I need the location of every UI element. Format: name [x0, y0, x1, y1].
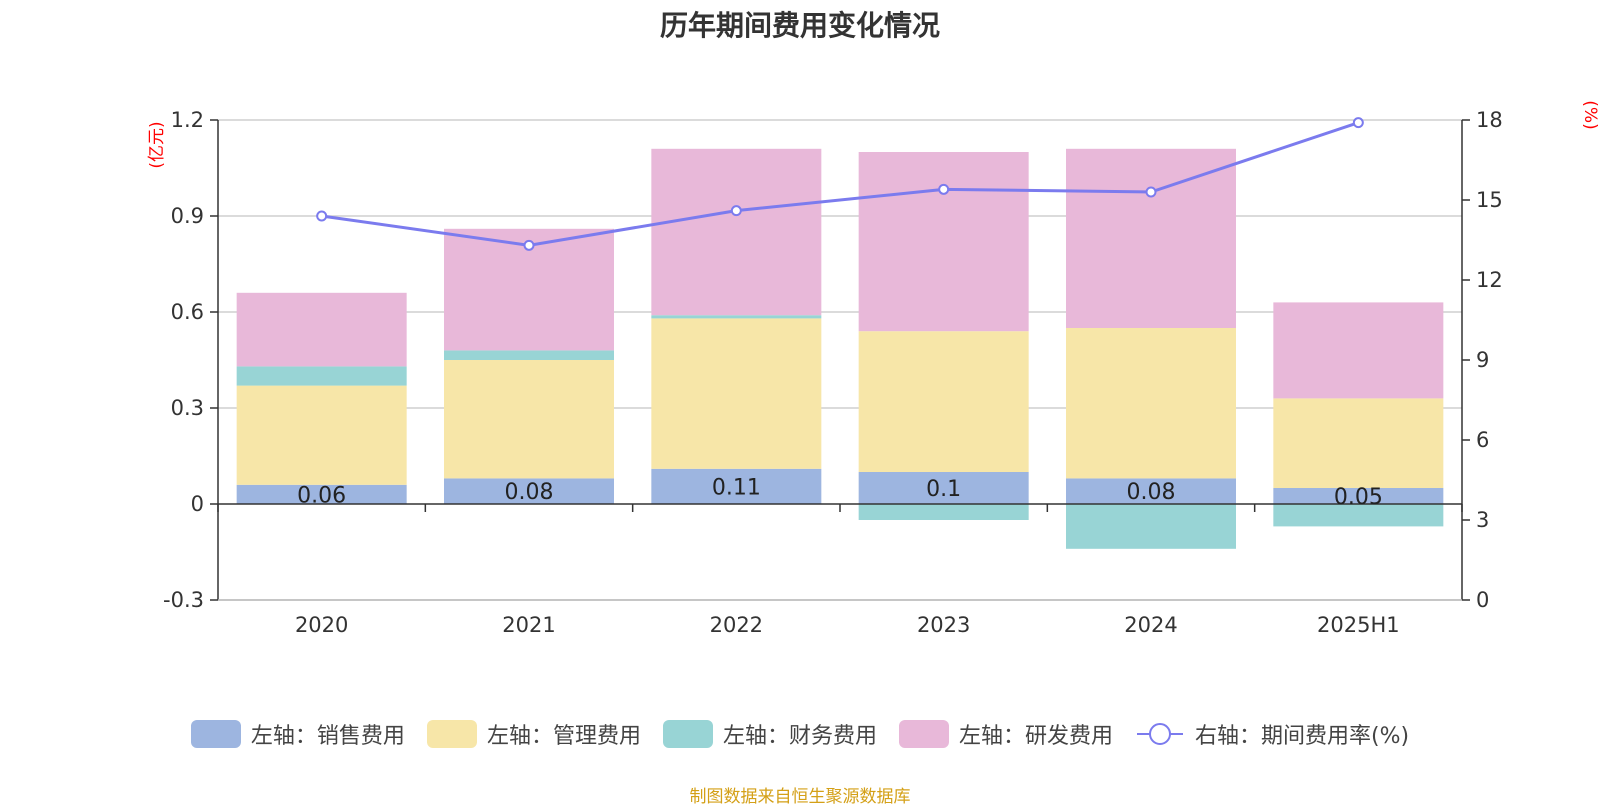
bar-segment — [236, 484, 407, 504]
category-label: 2023 — [917, 613, 970, 637]
category-label: 2022 — [710, 613, 763, 637]
left-axis-tick-label: 1.2 — [171, 108, 204, 132]
bar-segment — [858, 472, 1029, 504]
data-label: 0.11 — [712, 475, 761, 500]
legend-label-sales: 左轴：销售费用 — [250, 724, 405, 749]
left-axis-tick-label: 0 — [191, 492, 204, 516]
bar-segment — [1066, 504, 1236, 549]
bar-segment — [444, 478, 614, 504]
bar-segment — [444, 350, 614, 360]
rate-line-point — [1352, 117, 1364, 129]
left-axis-unit: (亿元) — [147, 121, 167, 168]
right-axis-tick-label: 6 — [1476, 428, 1489, 452]
bar-segment — [858, 331, 1029, 472]
legend-item-sales[interactable]: 左轴：销售费用 — [190, 718, 405, 750]
bar-segment — [1066, 478, 1236, 504]
source-note: 制图数据来自恒生聚源数据库 — [689, 787, 911, 807]
legend-label-rnd: 左轴：研发费用 — [958, 724, 1113, 749]
data-label: 0.08 — [1127, 480, 1176, 505]
legend-swatch-rnd — [898, 720, 949, 748]
data-label: 0.1 — [926, 477, 961, 502]
bar-segment — [236, 366, 407, 386]
category-label: 2025H1 — [1317, 613, 1400, 637]
right-axis-tick-label: 3 — [1476, 508, 1489, 532]
legend-label-finance: 左轴：财务费用 — [722, 724, 877, 749]
legend-label-admin: 左轴：管理费用 — [486, 724, 641, 749]
rate-line-point — [938, 183, 950, 195]
bar-segment — [651, 468, 822, 504]
data-label: 0.08 — [505, 480, 554, 505]
rate-line-point — [523, 239, 535, 251]
legend: 左轴：销售费用 左轴：管理费用 左轴：财务费用 左轴：研发费用 右轴：期间费用率… — [0, 718, 1600, 750]
legend-label-rate: 右轴：期间费用率(%) — [1194, 724, 1410, 749]
bar-segment — [1273, 398, 1444, 488]
left-axis-tick-label: 0.9 — [171, 204, 204, 228]
legend-swatch-finance — [662, 720, 713, 748]
legend-swatch-sales — [190, 720, 241, 748]
left-axis-tick-label: -0.3 — [163, 588, 204, 612]
expense-rate-line — [316, 117, 1364, 251]
legend-item-admin[interactable]: 左轴：管理费用 — [426, 718, 641, 750]
left-axis-tick-label: 0.6 — [171, 300, 204, 324]
bar-segment — [1273, 488, 1444, 504]
bar-segment — [236, 385, 407, 485]
rate-line-point — [730, 205, 742, 217]
bar-segment — [651, 318, 822, 469]
bar-segment — [1273, 302, 1444, 399]
legend-swatch-admin — [426, 720, 477, 748]
bar-segment — [1066, 328, 1236, 479]
bar-segment — [444, 360, 614, 479]
legend-line-icon — [1136, 723, 1183, 745]
left-axis-tick-label: 0.3 — [171, 396, 204, 420]
chart-title: 历年期间费用变化情况 — [659, 9, 940, 42]
data-label: 0.06 — [297, 483, 346, 508]
bar-segment — [1273, 504, 1444, 527]
legend-item-rate[interactable]: 右轴：期间费用率(%) — [1135, 718, 1409, 750]
bar-segment — [1066, 148, 1236, 328]
right-axis-tick-label: 9 — [1476, 348, 1489, 372]
category-label: 2021 — [502, 613, 555, 637]
axes: -0.3 0 0.3 0.6 0.9 1.2 0 3 6 9 12 15 18 2020 2021 2022 2… — [163, 108, 1503, 637]
right-axis-tick-label: 15 — [1476, 188, 1503, 212]
category-label: 2020 — [295, 613, 348, 637]
chart-area: -0.3 0 0.3 0.6 0.9 1.2 0 3 6 9 12 15 18 2020 2021 2022 2… — [147, 100, 1600, 637]
bar-segment — [651, 315, 822, 319]
right-axis-tick-label: 18 — [1476, 108, 1503, 132]
category-label: 2024 — [1124, 613, 1177, 637]
right-axis-unit: (%) — [1580, 100, 1600, 129]
data-labels: 0.06 0.08 0.11 0.1 0.08 0.05 — [297, 475, 1383, 510]
rate-line-point — [1145, 186, 1157, 198]
legend-item-finance[interactable]: 左轴：财务费用 — [662, 718, 877, 750]
right-axis-tick-label: 12 — [1476, 268, 1503, 292]
bars — [236, 148, 1444, 549]
bar-segment — [858, 504, 1029, 520]
bar-segment — [236, 292, 407, 367]
right-axis-tick-label: 0 — [1476, 588, 1489, 612]
bar-segment — [858, 152, 1029, 332]
rate-line-path — [321, 121, 1359, 247]
data-label: 0.05 — [1334, 485, 1383, 510]
legend-item-rnd[interactable]: 左轴：研发费用 — [898, 718, 1113, 750]
rate-line-point — [316, 210, 328, 222]
bar-segment — [651, 148, 822, 316]
